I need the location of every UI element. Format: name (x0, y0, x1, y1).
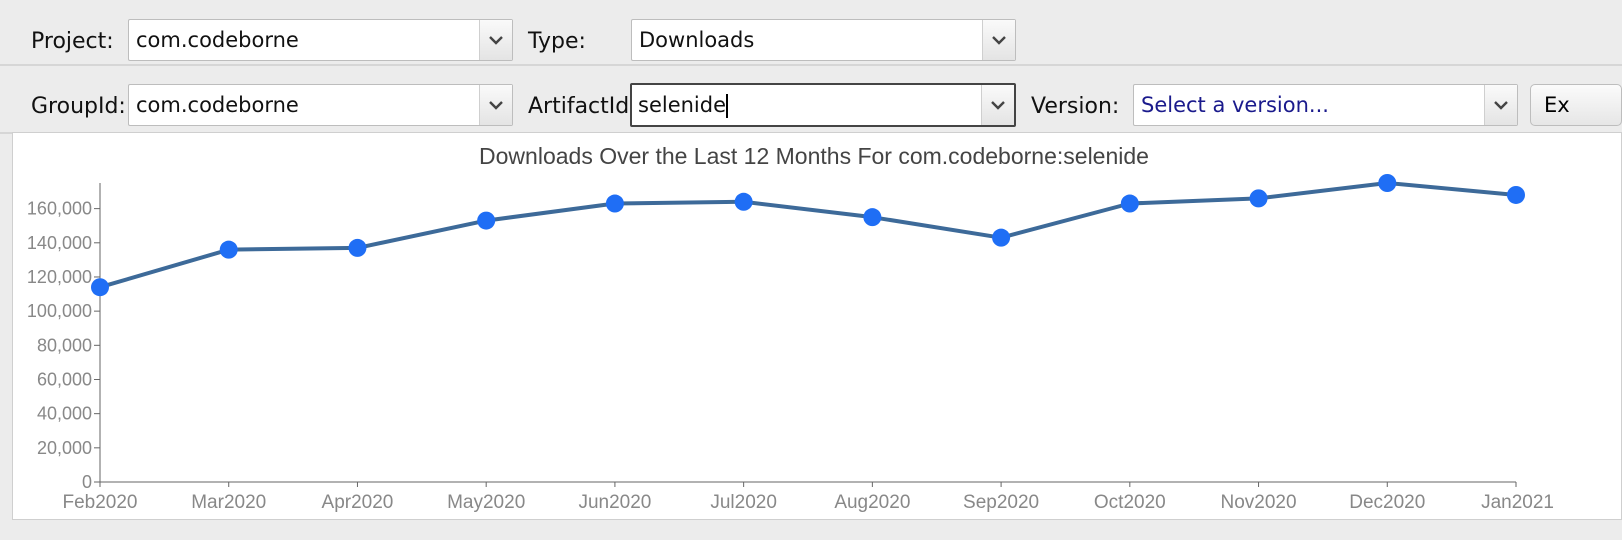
y-tick-label: 120,000 (27, 267, 92, 287)
y-tick-label: 140,000 (27, 233, 92, 253)
data-point[interactable] (348, 238, 367, 257)
x-tick-label: Sep2020 (963, 492, 1039, 513)
project-select-value: com.codeborne (136, 28, 299, 52)
x-tick-label: Mar2020 (191, 492, 266, 513)
version-select-placeholder: Select a version... (1141, 93, 1329, 117)
data-point[interactable] (477, 211, 496, 230)
x-tick-label: Feb2020 (62, 492, 137, 513)
chevron-down-icon[interactable] (981, 85, 1014, 125)
x-tick-label: Aug2020 (834, 492, 910, 513)
filter-toolbar-bottom: GroupId: com.codeborne ArtifactId: selen… (0, 66, 1622, 134)
data-point[interactable] (1378, 174, 1397, 192)
data-point[interactable] (605, 194, 624, 213)
data-point[interactable] (863, 208, 882, 227)
y-tick-label: 40,000 (37, 404, 92, 424)
x-tick-label: Apr2020 (322, 492, 394, 513)
version-select[interactable]: Select a version... (1133, 84, 1518, 126)
x-tick-label: Jul2020 (710, 492, 777, 513)
data-point[interactable] (1120, 194, 1139, 213)
export-button[interactable]: Ex (1530, 84, 1622, 126)
y-tick-label: 0 (82, 472, 92, 492)
x-tick-label: Jun2020 (578, 492, 651, 513)
data-point[interactable] (91, 278, 109, 297)
data-point[interactable] (1249, 189, 1268, 208)
y-tick-label: 20,000 (37, 438, 92, 458)
chevron-down-icon[interactable] (479, 20, 512, 60)
chart-axes: 0 20,000 40,000 60,000 80,000 100,000 120,000 1… (27, 183, 1554, 513)
data-point[interactable] (734, 192, 753, 211)
y-tick-label: 160,000 (27, 199, 92, 219)
chevron-down-icon[interactable] (982, 20, 1015, 60)
version-label: Version: (1031, 94, 1120, 119)
groupid-label: GroupId: (31, 94, 126, 119)
chart-series (91, 174, 1525, 297)
chevron-down-icon[interactable] (1484, 85, 1517, 125)
chart-panel: Downloads Over the Last 12 Months For co… (12, 132, 1622, 520)
artifactid-input[interactable]: selenide (630, 83, 1016, 127)
groupid-select[interactable]: com.codeborne (128, 84, 513, 126)
downloads-line-chart: Downloads Over the Last 12 Months For co… (27, 143, 1554, 513)
data-point[interactable] (219, 240, 238, 259)
y-tick-label: 100,000 (27, 301, 92, 321)
project-label: Project: (31, 29, 114, 54)
type-label: Type: (528, 29, 586, 54)
x-tick-label: Dec2020 (1349, 492, 1425, 513)
artifactid-input-value: selenide (638, 93, 727, 117)
x-tick-label: Jan2021 (1481, 492, 1554, 513)
data-point[interactable] (1507, 185, 1525, 204)
data-point[interactable] (992, 228, 1011, 247)
series-line (99, 181, 1517, 290)
filter-toolbar-top: Project: com.codeborne Type: Downloads (0, 0, 1622, 66)
x-tick-label: Oct2020 (1094, 492, 1166, 513)
artifactid-label: ArtifactId: (528, 94, 637, 119)
project-select[interactable]: com.codeborne (128, 19, 513, 61)
type-select-value: Downloads (639, 28, 755, 52)
x-tick-label: May2020 (447, 492, 525, 513)
x-tick-label: Nov2020 (1221, 492, 1297, 513)
text-caret (726, 94, 728, 118)
chart-title: Downloads Over the Last 12 Months For co… (479, 143, 1149, 169)
type-select[interactable]: Downloads (631, 19, 1016, 61)
chevron-down-icon[interactable] (479, 85, 512, 125)
status-bar (0, 520, 1622, 540)
y-tick-label: 60,000 (37, 369, 92, 389)
groupid-select-value: com.codeborne (136, 93, 299, 117)
y-tick-label: 80,000 (37, 335, 92, 355)
